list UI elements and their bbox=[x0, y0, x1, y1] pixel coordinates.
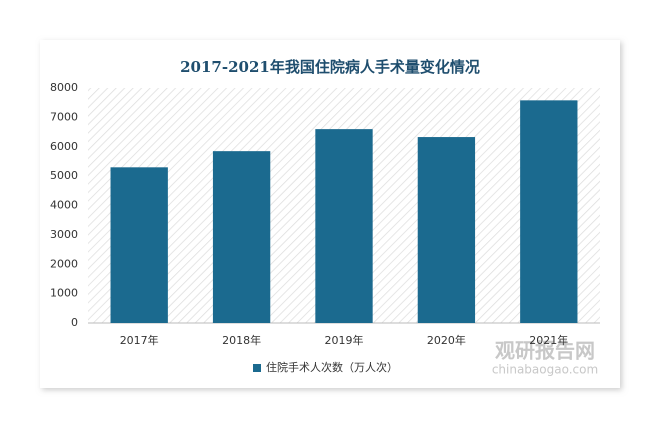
legend-swatch bbox=[253, 364, 261, 372]
watermark: chinabaogao.com bbox=[492, 363, 598, 377]
x-tick-label: 2018年 bbox=[222, 333, 261, 347]
y-tick-label: 3000 bbox=[50, 228, 78, 241]
bar bbox=[315, 129, 373, 323]
y-tick-label: 6000 bbox=[50, 140, 78, 153]
y-tick-label: 4000 bbox=[50, 199, 78, 212]
y-tick-label: 2000 bbox=[50, 257, 78, 270]
x-tick-label: 2019年 bbox=[325, 333, 364, 347]
y-tick-label: 8000 bbox=[50, 81, 78, 94]
x-tick-label: 2020年 bbox=[427, 333, 466, 347]
x-tick-label: 2017年 bbox=[120, 333, 159, 347]
bar bbox=[417, 137, 476, 323]
y-tick-label: 0 bbox=[71, 316, 78, 329]
x-tick-label: 2021年 bbox=[529, 333, 568, 347]
bar bbox=[110, 167, 168, 323]
bar bbox=[520, 100, 578, 324]
chart-title: 2017-2021年我国住院病人手术量变化情况 bbox=[180, 58, 480, 76]
bar bbox=[212, 151, 271, 323]
y-tick-label: 5000 bbox=[50, 169, 78, 182]
watermark: 观研报告网 bbox=[495, 339, 595, 363]
legend-label: 住院手术人次数（万人次） bbox=[266, 360, 398, 374]
y-tick-label: 7000 bbox=[50, 110, 78, 123]
y-tick-label: 1000 bbox=[50, 287, 78, 300]
